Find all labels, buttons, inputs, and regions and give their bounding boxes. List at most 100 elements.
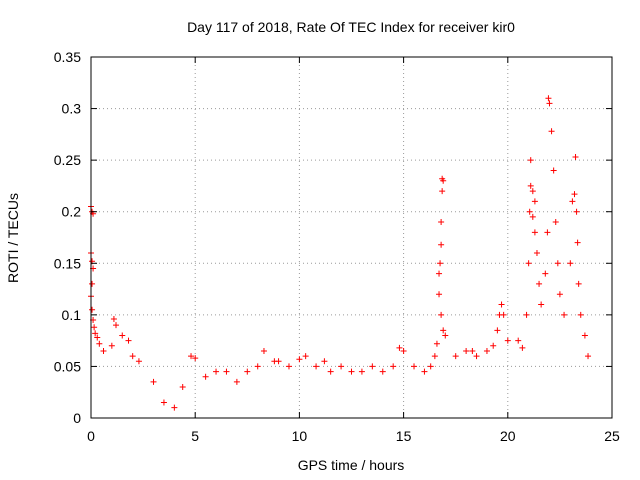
data-point <box>188 353 195 360</box>
chart-title: Day 117 of 2018, Rate Of TEC Index for r… <box>187 19 515 35</box>
data-point <box>438 241 445 248</box>
data-point <box>544 229 551 236</box>
x-axis-label: GPS time / hours <box>298 457 405 473</box>
data-point <box>525 260 532 267</box>
data-point <box>108 342 115 349</box>
y-tick-label: 0.05 <box>54 358 81 374</box>
data-point <box>438 219 445 226</box>
data-point <box>285 363 292 370</box>
data-point <box>223 368 230 375</box>
data-point <box>113 322 120 329</box>
data-point <box>536 280 543 287</box>
data-point <box>171 404 178 411</box>
grid-lines <box>91 57 612 418</box>
data-point <box>192 355 199 362</box>
data-point <box>94 334 101 341</box>
data-point <box>135 358 142 365</box>
data-point <box>500 311 507 318</box>
data-point <box>390 363 397 370</box>
y-tick-label: 0.25 <box>54 152 81 168</box>
data-point <box>436 270 443 277</box>
data-point <box>91 324 98 331</box>
data-point <box>577 311 584 318</box>
data-point <box>436 291 443 298</box>
data-point <box>439 188 446 195</box>
data-point <box>581 332 588 339</box>
data-point <box>321 358 328 365</box>
data-point <box>490 342 497 349</box>
data-point <box>585 353 592 360</box>
data-point <box>421 368 428 375</box>
data-point <box>529 188 536 195</box>
data-point <box>574 239 581 246</box>
data-point <box>572 154 579 161</box>
data-point <box>129 353 136 360</box>
y-axis-label: ROTI / TECUs <box>5 193 21 283</box>
data-point <box>213 368 220 375</box>
data-point <box>542 270 549 277</box>
data-point <box>302 353 309 360</box>
data-point <box>569 198 576 205</box>
data-point <box>125 337 132 344</box>
x-tick-label: 0 <box>87 428 95 444</box>
data-point <box>552 219 559 226</box>
data-point <box>433 340 440 347</box>
data-point <box>469 347 476 354</box>
data-point <box>523 311 530 318</box>
data-point <box>561 311 568 318</box>
data-point <box>573 208 580 215</box>
data-point <box>438 311 445 318</box>
data-point <box>254 363 261 370</box>
data-point <box>89 306 96 313</box>
data-point <box>519 344 526 351</box>
data-point <box>369 363 376 370</box>
data-point <box>556 291 563 298</box>
data-point <box>473 353 480 360</box>
data-point <box>526 208 533 215</box>
data-point <box>244 368 251 375</box>
data-point <box>296 356 303 363</box>
data-point <box>546 100 553 107</box>
data-points <box>88 95 592 411</box>
data-point <box>150 378 157 385</box>
data-point <box>92 330 99 337</box>
data-point <box>498 301 505 308</box>
data-point <box>348 368 355 375</box>
data-point <box>531 198 538 205</box>
data-point <box>379 368 386 375</box>
data-point <box>538 301 545 308</box>
data-point <box>411 363 418 370</box>
data-point <box>548 128 555 135</box>
data-point <box>483 347 490 354</box>
data-point <box>571 191 578 198</box>
data-point <box>527 157 534 164</box>
data-point <box>531 229 538 236</box>
y-tick-label: 0.15 <box>54 255 81 271</box>
data-point <box>463 347 470 354</box>
x-tick-label: 10 <box>292 428 308 444</box>
data-point <box>400 347 407 354</box>
data-point <box>327 368 334 375</box>
y-tick-label: 0 <box>73 410 81 426</box>
data-point <box>575 280 582 287</box>
data-point <box>233 378 240 385</box>
data-point <box>89 280 96 287</box>
data-point <box>533 249 540 256</box>
y-tick-label: 0.2 <box>62 204 82 220</box>
data-point <box>437 260 444 267</box>
data-point <box>119 332 126 339</box>
data-point <box>100 347 107 354</box>
axis-ticks: 0 5 10 15 20 25 0 0.05 0.1 0.15 0.2 0.25 0.3 0.35 <box>54 49 620 444</box>
x-tick-label: 15 <box>396 428 412 444</box>
x-tick-label: 5 <box>191 428 199 444</box>
data-point <box>358 368 365 375</box>
data-point <box>313 363 320 370</box>
data-point <box>442 332 449 339</box>
data-point <box>545 95 552 102</box>
data-point <box>202 373 209 380</box>
plot-frame <box>90 56 613 419</box>
data-point <box>260 347 267 354</box>
data-point <box>160 399 167 406</box>
data-point <box>527 182 534 189</box>
data-point <box>550 167 557 174</box>
